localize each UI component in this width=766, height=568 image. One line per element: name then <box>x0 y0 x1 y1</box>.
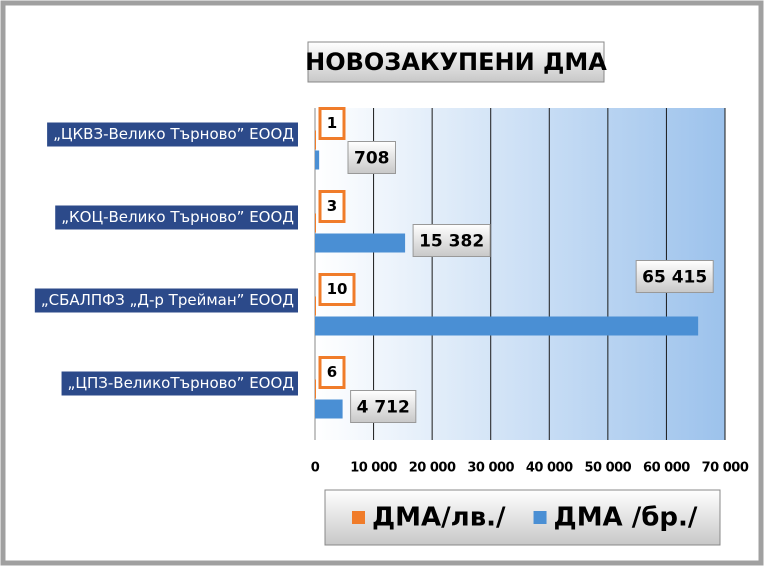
category-label-box <box>34 288 298 313</box>
legend-swatch <box>352 511 365 524</box>
value-label: 65 415 <box>642 268 707 288</box>
x-tick-label: 70 000 <box>702 461 749 476</box>
value-label: 15 382 <box>419 232 484 252</box>
legend-swatch <box>533 511 547 524</box>
value-label: 1 <box>327 114 337 132</box>
bar <box>315 316 699 336</box>
y-tick-label: „ЦКВЗ-Велико Търново” ЕООД <box>53 125 294 143</box>
x-tick-label: 30 000 <box>467 461 514 476</box>
legend-label: ДМА/лв./ <box>372 503 506 533</box>
bar <box>315 296 316 316</box>
category-label-box <box>61 371 298 396</box>
value-label-box <box>318 190 346 223</box>
bar <box>315 399 343 419</box>
bar <box>315 130 316 150</box>
value-label: 708 <box>354 149 390 169</box>
x-tick-label: 10 000 <box>350 461 397 476</box>
bar <box>315 213 316 233</box>
y-tick-label: „КОЦ-Велико Търново” ЕООД <box>61 208 294 226</box>
chart-title: НОВОЗАКУПЕНИ ДМА <box>305 48 607 76</box>
value-label: 3 <box>327 197 337 215</box>
x-tick-label: 20 000 <box>409 461 456 476</box>
value-label-box <box>318 107 346 140</box>
category-label-box <box>47 122 298 147</box>
value-label-box <box>347 141 396 174</box>
x-tick-label: 50 000 <box>584 461 631 476</box>
y-tick-label: „ЦПЗ-ВеликоТърново” ЕООД <box>68 374 294 392</box>
value-label-box <box>318 356 346 389</box>
value-label: 4 712 <box>357 398 410 418</box>
y-tick-label: „СБАЛПФЗ „Д-р Трейман” ЕООД <box>41 291 294 309</box>
legend-label: ДМА /бр./ <box>554 503 698 533</box>
value-label: 10 <box>327 280 348 298</box>
x-tick-label: 60 000 <box>643 461 690 476</box>
bar <box>315 379 316 399</box>
category-label-box <box>55 205 298 230</box>
title-box <box>307 41 605 83</box>
x-tick-label: 0 <box>311 461 320 476</box>
value-label-box <box>318 273 356 306</box>
value-label-box <box>635 260 714 293</box>
legend-box <box>324 489 721 546</box>
value-label-box <box>350 390 417 423</box>
value-label: 6 <box>327 363 337 381</box>
x-tick-label: 40 000 <box>526 461 573 476</box>
bar <box>315 233 406 253</box>
bar <box>315 150 320 170</box>
value-label-box <box>412 224 491 257</box>
